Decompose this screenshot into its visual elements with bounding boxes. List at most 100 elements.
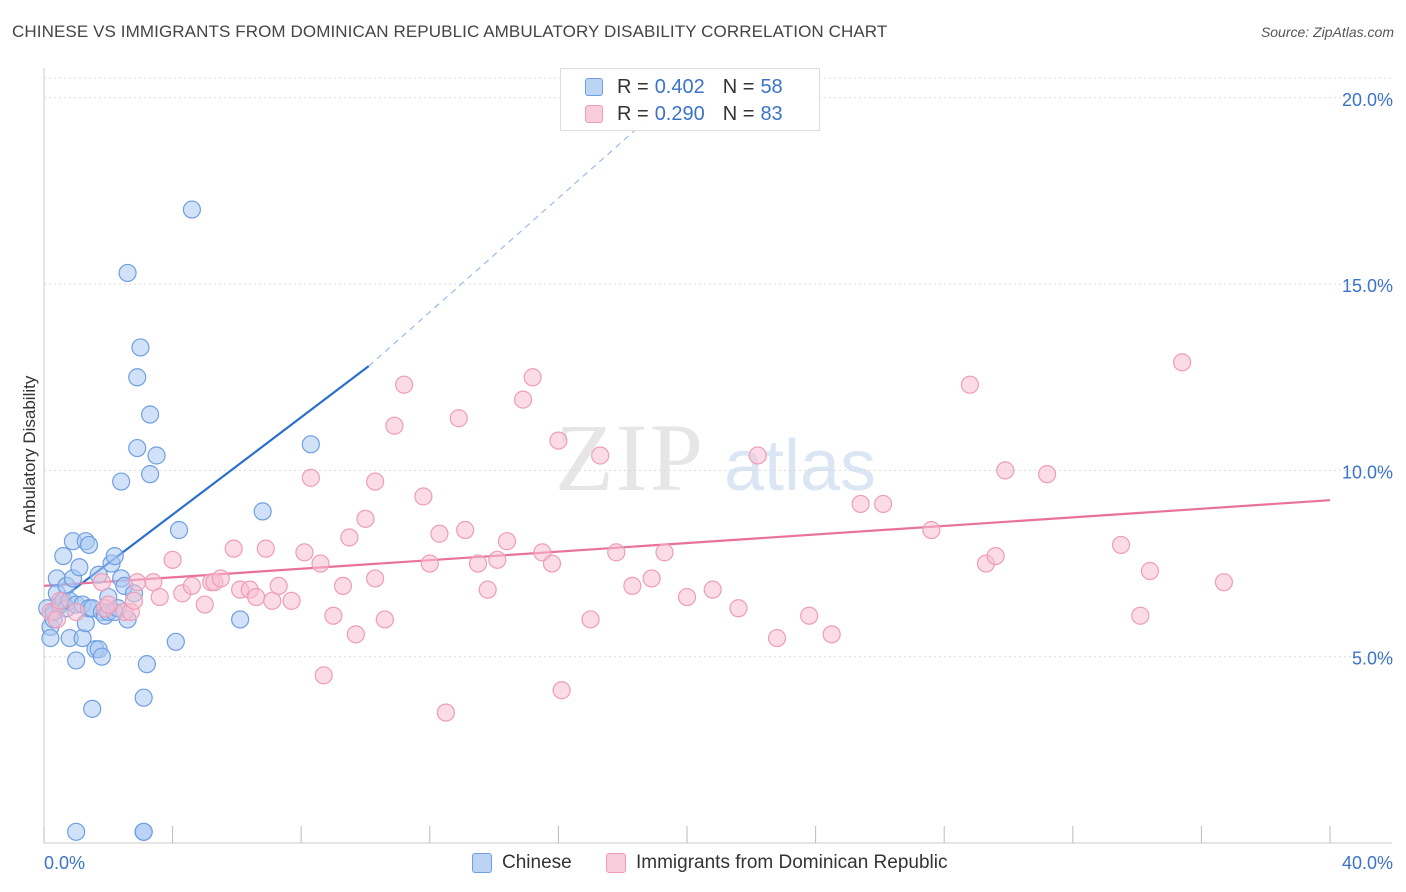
legend-label-chinese: Chinese: [502, 852, 572, 873]
point-chinese: [253, 502, 272, 521]
watermark-atlas: atlas: [724, 426, 876, 506]
point-dominican: [430, 524, 449, 543]
point-dominican: [851, 494, 870, 514]
point-dominican: [314, 666, 333, 685]
legend-item-chinese: Chinese: [472, 852, 572, 874]
point-dominican: [800, 606, 819, 625]
legend-label-dominican: Immigrants from Dominican Republic: [636, 852, 948, 873]
point-chinese: [140, 405, 160, 424]
point-dominican: [488, 550, 507, 569]
point-dominican: [607, 543, 626, 562]
point-dominican: [655, 543, 674, 562]
point-dominican: [552, 681, 571, 700]
legend-n-value: 83: [760, 102, 783, 125]
point-dominican: [642, 569, 661, 588]
point-dominican: [1173, 353, 1192, 372]
point-dominican: [256, 539, 275, 558]
y-tick-label: 5.0%: [1352, 649, 1393, 669]
point-chinese: [131, 338, 150, 357]
legend-row-dominican: R = 0.290 N = 83: [585, 101, 783, 127]
point-dominican: [182, 576, 201, 596]
point-dominican: [497, 532, 517, 551]
point-chinese: [128, 438, 147, 458]
point-dominican: [449, 409, 468, 428]
point-chinese: [118, 263, 137, 283]
series-legend: Chinese Immigrants from Dominican Republ…: [0, 852, 1406, 876]
point-chinese: [166, 632, 185, 651]
point-chinese: [147, 446, 166, 465]
point-chinese: [134, 688, 153, 707]
legend-n-value: 58: [760, 75, 783, 98]
point-dominican: [436, 703, 455, 722]
legend-swatch-dominican: [585, 105, 603, 123]
point-dominican: [150, 587, 169, 607]
point-dominican: [414, 487, 433, 506]
point-chinese: [105, 547, 124, 566]
point-dominican: [874, 494, 893, 514]
point-dominican: [224, 539, 243, 558]
point-dominican: [375, 610, 394, 629]
point-dominican: [301, 468, 320, 487]
point-dominican: [99, 595, 118, 614]
point-chinese: [41, 628, 60, 648]
point-dominican: [47, 610, 66, 629]
point-dominican: [523, 368, 542, 387]
chart-title: CHINESE VS IMMIGRANTS FROM DOMINICAN REP…: [12, 22, 888, 41]
point-chinese: [231, 610, 250, 629]
legend-swatch-chinese: [585, 78, 603, 96]
point-dominican: [311, 554, 330, 573]
chart-source: Source: ZipAtlas.com: [1260, 24, 1394, 40]
axes: [43, 68, 1392, 844]
point-dominican: [986, 547, 1005, 566]
x-tick-label-max: 40.0%: [1342, 853, 1393, 873]
point-dominican: [324, 606, 343, 625]
point-dominican: [195, 595, 214, 614]
point-chinese: [79, 535, 99, 555]
point-dominican: [211, 569, 230, 588]
point-dominican: [748, 446, 767, 465]
legend-r-label: R =: [617, 102, 649, 125]
point-dominican: [50, 591, 70, 610]
point-chinese: [301, 435, 320, 454]
y-tick-label: 20.0%: [1342, 90, 1393, 110]
point-chinese: [137, 655, 156, 674]
point-dominican: [729, 599, 748, 618]
point-dominican: [356, 509, 375, 528]
point-dominican: [549, 431, 568, 450]
point-dominican: [340, 528, 359, 547]
data-points: [38, 200, 1234, 841]
trend-line-dominican: [43, 499, 1331, 588]
point-chinese: [182, 200, 201, 219]
point-dominican: [346, 625, 365, 644]
point-chinese: [67, 822, 86, 841]
legend-r-label: R =: [617, 75, 649, 98]
point-dominican: [703, 580, 722, 599]
point-dominican: [478, 580, 497, 599]
point-chinese: [112, 472, 131, 491]
point-dominican: [822, 625, 841, 644]
point-chinese: [92, 647, 111, 666]
point-dominican: [269, 576, 288, 596]
trend-extension-chinese: [368, 112, 656, 367]
legend-r-value: 0.290: [654, 102, 705, 125]
point-dominican: [542, 554, 562, 573]
watermark-zip: ZIP: [555, 404, 705, 511]
legend-n-label: N =: [722, 102, 755, 125]
watermark: ZIP atlas: [555, 404, 876, 511]
legend-swatch-chinese: [472, 853, 492, 873]
point-dominican: [513, 390, 533, 409]
grid: [44, 77, 1392, 658]
point-dominican: [128, 573, 147, 592]
point-dominican: [1214, 573, 1234, 592]
point-dominican: [366, 569, 385, 588]
point-dominican: [767, 628, 787, 648]
point-dominican: [922, 520, 941, 540]
legend-r-value: 0.402: [654, 75, 705, 98]
point-chinese: [128, 368, 147, 387]
point-dominican: [67, 602, 86, 622]
point-dominican: [623, 576, 642, 596]
legend-n-label: N =: [722, 75, 755, 98]
point-dominican: [366, 472, 385, 491]
point-dominican: [394, 375, 414, 394]
